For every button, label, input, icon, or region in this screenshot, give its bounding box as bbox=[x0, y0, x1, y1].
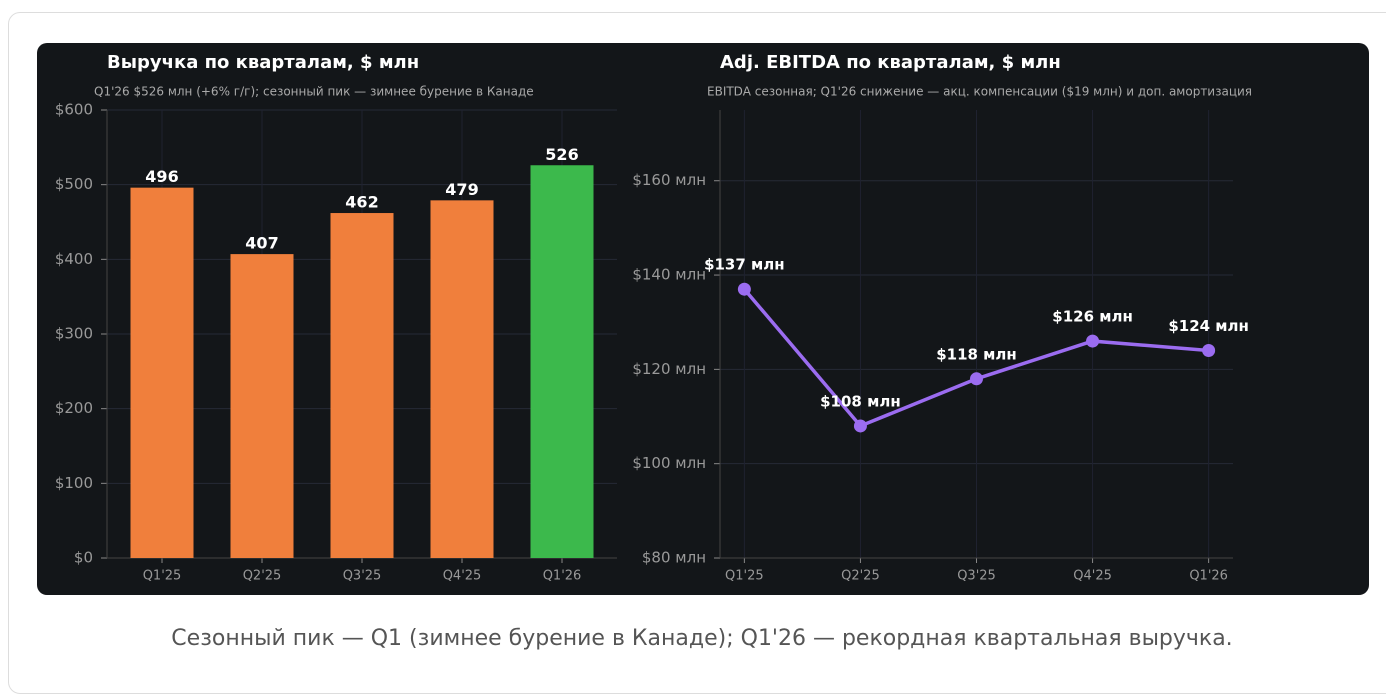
x-tick-label: Q1'25 bbox=[143, 569, 182, 584]
point bbox=[737, 282, 751, 296]
value-label: 462 bbox=[345, 193, 378, 212]
bar bbox=[330, 213, 394, 559]
value-label: $126 млн bbox=[1052, 308, 1133, 326]
y-tick-label: $100 bbox=[55, 474, 93, 492]
x-tick-label: Q4'25 bbox=[1073, 569, 1112, 584]
y-tick-label: $80 млн bbox=[642, 549, 706, 567]
y-tick-label: $0 bbox=[74, 549, 93, 567]
chart-title: Adj. EBITDA по кварталам, $ млн bbox=[720, 52, 1061, 73]
x-tick-label: Q3'25 bbox=[957, 569, 996, 584]
value-label: 496 bbox=[145, 167, 178, 186]
x-tick-label: Q1'25 bbox=[725, 569, 764, 584]
chart-subtitle: Q1'26 $526 млн (+6% г/г); сезонный пик —… bbox=[94, 85, 534, 99]
y-tick-label: $400 bbox=[55, 250, 93, 268]
bar bbox=[430, 200, 494, 558]
value-label: $124 млн bbox=[1168, 317, 1249, 335]
value-label: $137 млн bbox=[704, 256, 785, 274]
value-label: $108 млн bbox=[820, 392, 901, 410]
y-tick-label: $140 млн bbox=[632, 266, 706, 284]
y-tick-label: $300 bbox=[55, 325, 93, 343]
x-tick-label: Q1'26 bbox=[543, 569, 582, 584]
value-label: 407 bbox=[245, 234, 278, 253]
point bbox=[853, 419, 867, 433]
value-label: 479 bbox=[445, 180, 478, 199]
y-tick-label: $600 bbox=[55, 101, 93, 119]
bar bbox=[130, 187, 194, 559]
y-tick-label: $100 млн bbox=[632, 454, 706, 472]
y-tick-label: $200 bbox=[55, 399, 93, 417]
x-tick-label: Q2'25 bbox=[243, 569, 282, 584]
caption: Сезонный пик — Q1 (зимнее бурение в Кана… bbox=[171, 626, 1233, 651]
x-tick-label: Q3'25 bbox=[343, 569, 382, 584]
x-tick-label: Q1'26 bbox=[1189, 569, 1228, 584]
point bbox=[1086, 334, 1100, 348]
y-tick-label: $160 млн bbox=[632, 171, 706, 189]
y-tick-label: $500 bbox=[55, 175, 93, 193]
chart-subtitle: EBITDA сезонная; Q1'26 снижение — акц. к… bbox=[707, 85, 1252, 99]
y-tick-label: $120 млн bbox=[632, 360, 706, 378]
x-tick-label: Q2'25 bbox=[841, 569, 880, 584]
point bbox=[1202, 344, 1216, 358]
value-label: 526 bbox=[545, 145, 578, 164]
point bbox=[970, 372, 983, 386]
charts: Выручка по кварталам, $ млн Q1'26 $526 мл… bbox=[37, 43, 1369, 595]
x-tick-label: Q4'25 bbox=[443, 569, 482, 584]
chart-title: Выручка по кварталам, $ млн bbox=[107, 52, 419, 73]
bar bbox=[230, 254, 294, 558]
bar bbox=[530, 165, 594, 558]
page: Выручка по кварталам, $ млн Q1'26 $526 мл… bbox=[8, 12, 1386, 694]
value-label: $118 млн bbox=[936, 345, 1017, 363]
